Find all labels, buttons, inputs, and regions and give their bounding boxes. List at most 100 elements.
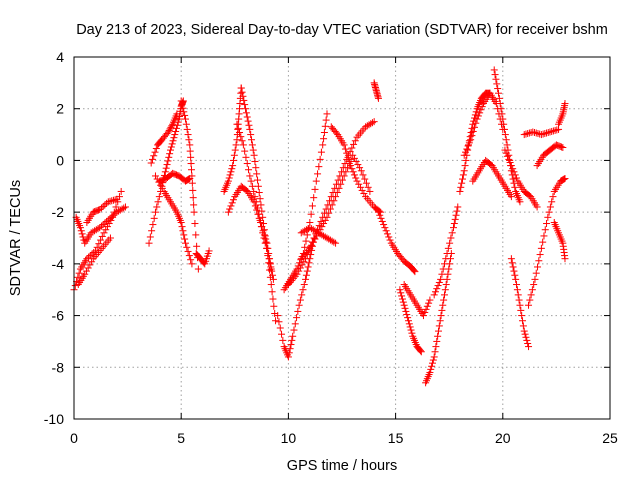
data-point [182,120,190,128]
y-tick-label: -8 [52,359,65,375]
data-point [250,198,258,206]
data-point [435,322,443,330]
data-point [377,214,385,222]
data-point [295,301,303,309]
data-point [300,281,308,289]
data-point [117,187,125,195]
data-point [106,234,114,242]
data-point [524,339,532,347]
data-point [342,168,350,176]
data-point [189,194,197,202]
data-point [307,210,315,218]
data-point [381,224,389,232]
data-point [358,186,366,194]
data-point [462,156,470,164]
data-point [350,140,358,148]
data-point [461,148,469,156]
data-point [121,203,129,211]
data-point [269,295,277,303]
data-point [449,224,457,232]
x-axis-label: GPS time / hours [287,458,397,474]
axis-ticks: 0 5 10 15 20 25 -10 -8 -6 -4 -2 0 2 4 [44,49,618,446]
data-point [148,227,156,235]
data-point [330,197,338,205]
data-point [312,177,320,185]
data-point [548,198,556,206]
data-point [428,362,436,370]
data-point [370,118,378,126]
data-point [231,146,239,154]
data-point [285,349,293,357]
data-point [551,126,559,134]
data-point [430,291,438,299]
data-point [192,231,200,239]
data-point [230,156,238,164]
data-point [251,157,259,165]
data-point [446,239,454,247]
data-point [248,136,256,144]
data-point [250,187,258,195]
data-point [181,239,189,247]
data-point [460,151,468,159]
data-point [474,112,482,120]
data-point [154,198,162,206]
data-point [252,164,260,172]
data-point [183,243,191,251]
data-point [341,145,349,153]
data-point [532,269,540,277]
x-tick-label: 25 [602,430,618,446]
data-point [407,326,415,334]
data-point [459,171,467,179]
data-point [239,141,247,149]
data-point [545,208,553,216]
data-point [226,205,234,213]
data-point [423,302,431,310]
data-point [301,243,309,251]
data-point [275,318,283,326]
data-point [111,196,119,204]
data-point [256,195,264,203]
data-point [402,307,410,315]
y-tick-label: -2 [52,204,65,220]
data-point [510,267,518,275]
data-point [440,291,448,299]
data-point [441,286,449,294]
data-point [85,253,93,261]
data-point [95,240,103,248]
data-point [396,286,404,294]
data-point [166,146,174,154]
data-point [234,124,242,132]
data-point [472,108,480,116]
data-point [507,255,515,263]
data-point [434,327,442,335]
data-point [360,190,368,198]
data-point [194,265,202,273]
data-point [186,147,194,155]
data-point [561,100,569,108]
data-point [518,312,526,320]
data-point [404,314,412,322]
data-point [177,218,185,226]
data-point [537,244,545,252]
data-point [431,348,439,356]
data-point [505,155,513,163]
data-point [245,121,253,129]
data-point [93,243,101,251]
data-point [332,239,340,247]
data-point [100,229,108,237]
data-point [254,176,262,184]
data-point [238,137,246,145]
data-point [437,312,445,320]
data-point [237,84,245,92]
data-point [242,153,250,161]
data-point [302,275,310,283]
data-point [187,160,195,168]
data-point [368,119,376,127]
data-point [179,227,187,235]
data-point [323,110,331,118]
data-point [559,144,567,151]
data-point [258,207,266,215]
data-point [361,175,369,183]
data-point [243,160,251,168]
data-point [97,222,105,230]
